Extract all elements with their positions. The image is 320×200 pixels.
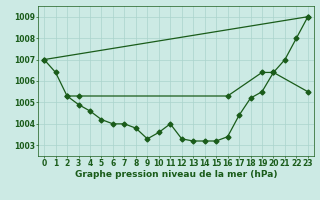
X-axis label: Graphe pression niveau de la mer (hPa): Graphe pression niveau de la mer (hPa) (75, 170, 277, 179)
